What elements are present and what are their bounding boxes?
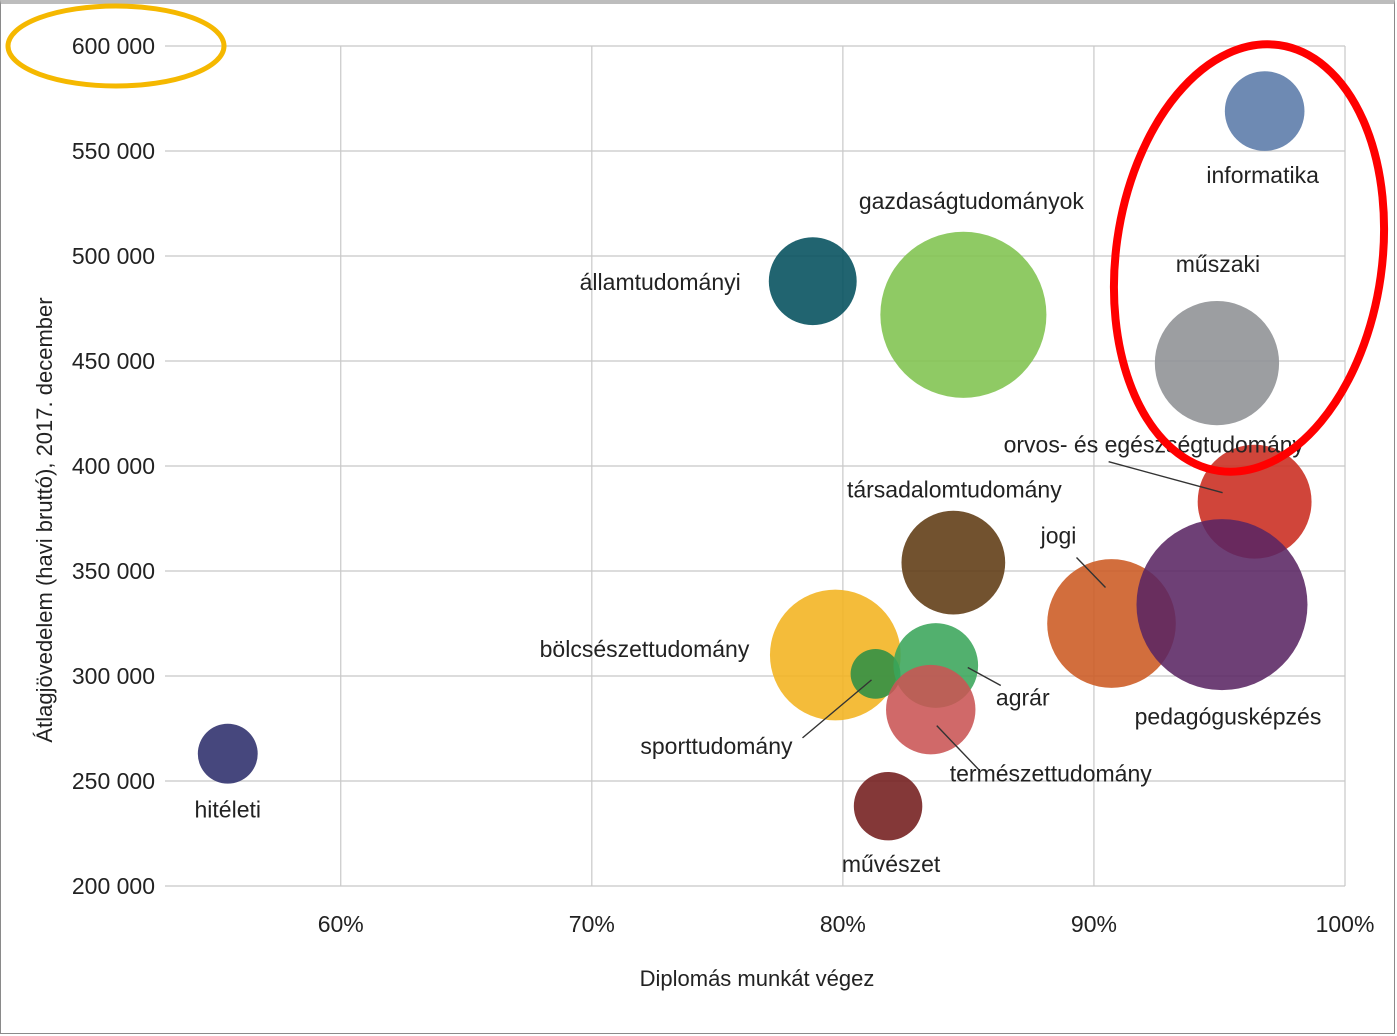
y-tick-label: 200 000 <box>72 873 155 899</box>
bubble-label: pedagógusképzés <box>1135 704 1322 730</box>
bubble-label: sporttudomány <box>640 733 793 759</box>
leader-line <box>1108 461 1223 494</box>
highlight-ellipse-top-right <box>1109 40 1389 476</box>
y-axis-title: Átlagjövedelem (havi bruttó), 2017. dece… <box>32 297 57 742</box>
y-tick-label: 450 000 <box>72 348 155 374</box>
bubble-természettudomány <box>886 664 976 755</box>
y-tick-label: 500 000 <box>72 243 155 269</box>
bubble-label: társadalomtudomány <box>847 477 1062 503</box>
y-tick-label: 250 000 <box>72 768 155 794</box>
bubble-label: művészet <box>842 851 941 877</box>
bubble-label: államtudományi <box>580 269 741 295</box>
bubble-művészet <box>853 771 923 841</box>
bubble-gazdaságtudományok <box>880 231 1047 398</box>
bubble-label: természettudomány <box>950 761 1152 787</box>
bubble-műszaki <box>1154 300 1280 426</box>
y-tick-label: 400 000 <box>72 453 155 479</box>
leader-line <box>802 679 872 739</box>
grid <box>165 45 1346 887</box>
bubble-label: agrár <box>996 685 1050 711</box>
bubble-label: jogi <box>1040 523 1077 549</box>
bubble-label: műszaki <box>1176 251 1260 277</box>
bubble-társadalomtudomány <box>901 510 1006 615</box>
y-tick-label: 600 000 <box>72 33 155 59</box>
x-tick-label: 60% <box>318 911 364 937</box>
tick-labels: 200 000 250 000 300 000 350 000 400 000 450 0… <box>72 33 1375 937</box>
bubble-label: hitéleti <box>195 797 261 823</box>
bubble-label: orvos- és egészségtudomány <box>1004 432 1305 458</box>
bubble-pedagógusképzés <box>1136 519 1308 691</box>
bubble-label: informatika <box>1206 162 1319 188</box>
bubble-hitéleti <box>197 723 258 784</box>
y-tick-label: 350 000 <box>72 558 155 584</box>
x-tick-label: 90% <box>1071 911 1117 937</box>
bubble-labels: hitéleti államtudományi gazdaságtudományok… <box>195 162 1322 877</box>
annotations <box>5 3 1389 476</box>
bubble-államtudományi <box>768 237 857 326</box>
x-tick-label: 100% <box>1316 911 1375 937</box>
highlight-ellipse-yaxis-max <box>5 3 227 89</box>
leader-line <box>967 666 1002 687</box>
leader-lines <box>802 461 1223 771</box>
y-tick-label: 300 000 <box>72 663 155 689</box>
y-tick-label: 550 000 <box>72 138 155 164</box>
x-tick-label: 70% <box>569 911 615 937</box>
leader-line <box>936 725 980 771</box>
x-tick-label: 80% <box>820 911 866 937</box>
bubble-informatika <box>1224 71 1305 151</box>
bubbles <box>197 71 1312 841</box>
bubble-label: gazdaságtudományok <box>859 188 1085 214</box>
bubble-label: bölcsészettudomány <box>540 636 750 662</box>
leader-line <box>1076 557 1107 588</box>
x-axis-title: Diplomás munkát végez <box>640 966 875 991</box>
